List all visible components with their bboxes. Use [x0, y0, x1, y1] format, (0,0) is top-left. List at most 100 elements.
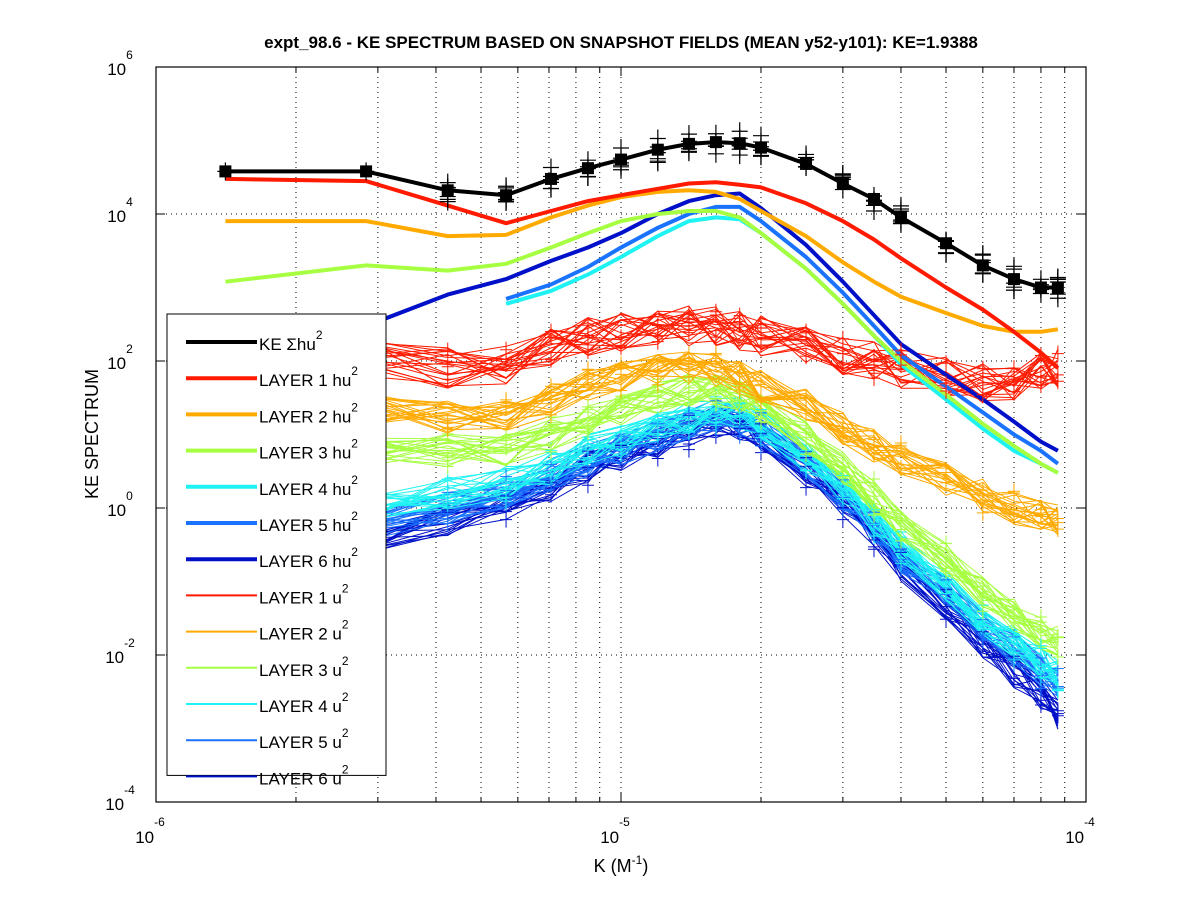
data-marker-plus [651, 411, 664, 428]
data-marker-plus [976, 374, 989, 391]
data-marker-plus [733, 313, 746, 330]
legend-label-text: LAYER 1 hu [259, 371, 351, 390]
data-marker-plus [867, 470, 880, 487]
data-marker-plus [1007, 505, 1020, 522]
y-tick-label-exp: 0 [126, 489, 133, 503]
legend-label-text: LAYER 2 hu [259, 407, 351, 426]
y-tick-label: 100 [107, 489, 133, 520]
series-line-layer-1-uu2-member [225, 314, 1059, 401]
data-marker-plus [836, 459, 849, 476]
data-marker-plus [976, 603, 989, 620]
legend-label-sup: 2 [342, 762, 349, 776]
y-axis-label: KE SPECTRUM [82, 369, 102, 499]
x-axis-label-sup: -1 [632, 853, 643, 867]
data-marker-plus [544, 443, 557, 460]
ke-marker-plus [1049, 289, 1066, 308]
data-marker-plus [800, 429, 813, 446]
data-marker-plus [836, 420, 849, 437]
data-marker-plus [1051, 521, 1064, 538]
data-marker-plus [581, 449, 594, 466]
data-marker-plus [867, 365, 880, 382]
legend-label-text: LAYER 2 u [259, 625, 342, 644]
legend-label-text: LAYER 6 u [259, 769, 342, 788]
axis-ticks [155, 66, 1086, 803]
data-marker-plus [581, 477, 594, 494]
legend-label-text: LAYER 3 u [259, 661, 342, 680]
data-marker-plus [894, 460, 907, 477]
y-tick-label-exp: -4 [124, 783, 135, 797]
data-marker-plus [544, 406, 557, 423]
y-tick-label: 106 [107, 48, 133, 79]
data-marker-plus [1034, 637, 1047, 654]
series-line-layer-1-huhu2 [225, 176, 1060, 370]
ke-marker-plus [731, 140, 748, 159]
data-marker-plus [1007, 383, 1020, 400]
legend-label-text: LAYER 5 hu [259, 516, 351, 535]
data-marker-plus [800, 348, 813, 365]
y-tick-label: 102 [107, 342, 133, 373]
ke-marker-plus [752, 126, 769, 145]
y-tick-label-base: 10 [107, 501, 126, 520]
legend-label-sup: 2 [351, 509, 358, 523]
chart-title: expt_98.6 - KE SPECTRUM BASED ON SNAPSHO… [264, 33, 978, 52]
legend-label-sup: 2 [342, 581, 349, 595]
data-marker-plus [836, 330, 849, 347]
x-axis-label: K (M-1) [594, 853, 649, 876]
x-tick-label-exp: -6 [154, 815, 165, 829]
legend-label-text: LAYER 6 hu [259, 552, 351, 571]
data-marker-plus [940, 474, 953, 491]
legend-label-text: LAYER 5 u [259, 733, 342, 752]
data-marker-plus [1007, 635, 1020, 652]
legend-label: LAYER 2 hu2 [259, 400, 358, 426]
legend-label: LAYER 1 hu2 [259, 364, 358, 390]
data-marker-plus [709, 329, 722, 346]
legend-label: LAYER 4 u2 [259, 690, 349, 716]
data-marker-plus [441, 342, 454, 359]
data-marker-plus [976, 481, 989, 498]
data-marker-plus [651, 450, 664, 467]
data-marker-plus [544, 323, 557, 340]
data-marker-plus [976, 360, 989, 377]
data-marker-plus [651, 327, 664, 344]
ke-marker-plus [579, 167, 596, 186]
data-marker-plus [1034, 506, 1047, 523]
y-tick-label: 104 [107, 195, 133, 226]
x-tick-label-base: 10 [600, 828, 619, 847]
legend-label: LAYER 6 hu2 [259, 545, 358, 571]
data-marker-plus [867, 431, 880, 448]
ke-marker-plus [865, 187, 882, 206]
data-marker-plus [894, 435, 907, 452]
data-marker-plus [544, 391, 557, 408]
data-marker-plus [836, 345, 849, 362]
legend-label-sup: 2 [351, 400, 358, 414]
y-tick-label-base: 10 [107, 60, 126, 79]
x-axis-label-text: K (M [594, 856, 632, 876]
y-tick-label-base: 10 [105, 795, 124, 814]
ke-marker-plus [439, 187, 456, 206]
y-tick-label-base: 10 [107, 207, 126, 226]
data-marker-plus [1034, 669, 1047, 686]
data-marker-plus [651, 368, 664, 385]
y-tick-label-exp: 2 [126, 342, 133, 356]
data-marker-plus [1034, 369, 1047, 386]
legend-label-sup: 2 [351, 364, 358, 378]
data-marker-plus [1007, 651, 1020, 668]
data-marker-plus [500, 511, 513, 528]
x-tick-label: 10-4 [1065, 815, 1095, 847]
y-tick-label-exp: 4 [126, 195, 133, 209]
data-marker-plus [733, 378, 746, 395]
data-marker-plus [754, 320, 767, 337]
legend-label-sup: 2 [342, 690, 349, 704]
ke-marker-plus [1005, 257, 1022, 276]
legend-label-sup: 2 [351, 437, 358, 451]
ke-marker-plus [892, 211, 909, 230]
data-marker-plus [894, 555, 907, 572]
data-marker-plus [1034, 347, 1047, 364]
data-marker-plus [1051, 682, 1064, 699]
ke-marker-plus [938, 232, 955, 251]
x-axis-label-close: ) [642, 856, 648, 876]
series-line-layer-1-uu2-member [225, 308, 1059, 399]
data-marker-plus [709, 346, 722, 363]
legend-label: LAYER 3 u2 [259, 654, 349, 680]
data-marker-plus [976, 504, 989, 521]
